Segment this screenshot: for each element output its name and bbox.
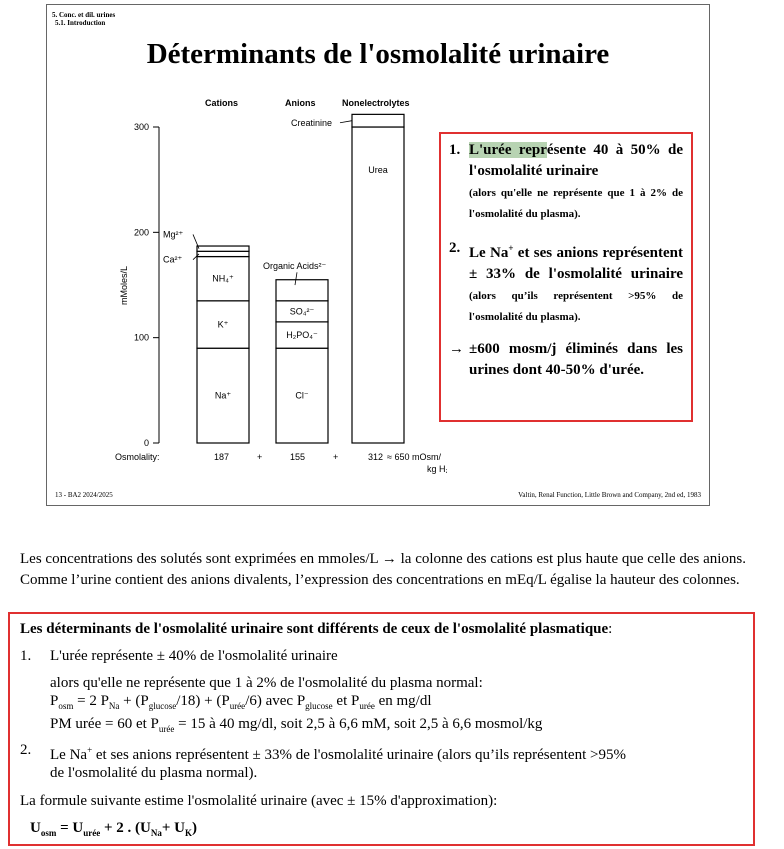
col-header-cations: Cations bbox=[205, 98, 238, 108]
slide-title: Déterminants de l'osmolalité urinaire bbox=[146, 38, 610, 70]
leader-line bbox=[192, 234, 200, 249]
summary-callout: 1. L'urée représente 40 à 50% de l'osmol… bbox=[439, 132, 693, 422]
callout-item-2: 2. Le Na+ et ses anions représentent ± 3… bbox=[449, 238, 683, 327]
highlighted-text: L'urée repr bbox=[469, 142, 547, 158]
bar-segment bbox=[351, 113, 405, 128]
col-header-nonelectrolytes: Nonelectrolytes bbox=[342, 98, 410, 108]
osmolality-cations: 187 bbox=[214, 452, 229, 462]
segment-label: Ca²⁺ bbox=[163, 255, 183, 265]
box-num-1: 1. bbox=[20, 648, 32, 664]
bar-segment bbox=[196, 245, 250, 252]
callout-item1-text: ésente 40 à 50% de l'osmolalité urinaire bbox=[469, 142, 683, 179]
segment-label: K⁺ bbox=[218, 320, 229, 330]
uosm-formula: Uosm = Uurée + 2 . (UNa+ UK) bbox=[30, 820, 198, 838]
segment-label: H₂PO₄⁻ bbox=[286, 330, 318, 340]
bar-segment bbox=[196, 300, 250, 349]
callout-conclusion-text: ±600 mosm/j éliminés dans les urines don… bbox=[469, 341, 683, 378]
osmolality-nonelectrolytes: 312 bbox=[368, 452, 383, 462]
y-tick-label: 100 bbox=[134, 333, 149, 343]
total-osmolality: ≈ 650 mOsm/ bbox=[387, 452, 441, 462]
bar-segment bbox=[275, 321, 329, 349]
segment-label: Urea bbox=[368, 165, 388, 175]
box-line-6: de l'osmolalité du plasma normal). bbox=[50, 765, 258, 781]
bar-segment bbox=[196, 250, 250, 258]
y-tick-label: 0 bbox=[144, 438, 149, 448]
bar-segment bbox=[275, 279, 329, 302]
callout-item2-note: (alors qu’ils représentent >95% de l'osm… bbox=[469, 290, 683, 323]
bar-segment bbox=[196, 255, 250, 302]
leader-line bbox=[339, 120, 353, 124]
box-item-2: 2. Le Na+ et ses anions représentent ± 3… bbox=[20, 742, 626, 763]
callout-item2-a: Le Na bbox=[469, 245, 509, 261]
callout-num-2: 2. bbox=[449, 240, 461, 256]
osmolality-chart: Cations Anions Nonelectrolytes 0 100 200 30… bbox=[115, 98, 447, 474]
explanation-paragraph: Les concentrations des solutés sont expr… bbox=[20, 551, 746, 588]
segment-label: NH₄⁺ bbox=[212, 274, 234, 284]
leader-line bbox=[192, 253, 200, 261]
bar-segment bbox=[351, 126, 405, 444]
box-item-1: 1. L'urée représente ± 40% de l'osmolali… bbox=[20, 647, 338, 665]
slide-footer-left: 13 - BA2 2024/2025 bbox=[55, 491, 113, 499]
box-heading: Les déterminants de l'osmolalité urinair… bbox=[20, 620, 612, 638]
callout-conclusion: → ±600 mosm/j éliminés dans les urines d… bbox=[449, 339, 683, 381]
slide-footer-right: Valtin, Renal Function, Little Brown and… bbox=[518, 491, 701, 499]
plus-2: + bbox=[333, 452, 338, 462]
slide: 5. Conc. et dil. urines 5.1. Introductio… bbox=[46, 4, 710, 506]
osmolality-label: Osmolality: bbox=[115, 452, 160, 462]
summary-box: Les déterminants de l'osmolalité urinair… bbox=[8, 612, 755, 846]
plus-1: + bbox=[257, 452, 262, 462]
callout-num-1: 1. bbox=[449, 142, 461, 158]
box-item2-a: Le Na bbox=[50, 747, 88, 763]
col-header-anions: Anions bbox=[285, 98, 316, 108]
osmolality-anions: 155 bbox=[290, 452, 305, 462]
arrow-icon: → bbox=[449, 341, 464, 357]
leader-line bbox=[294, 272, 298, 286]
box-num-2: 2. bbox=[20, 742, 32, 758]
y-axis-label: mMoles/L bbox=[119, 266, 129, 305]
bar-segment bbox=[275, 347, 329, 444]
box-item1-text: L'urée représente ± 40% de l'osmolalité … bbox=[50, 648, 338, 664]
y-tick-label: 200 bbox=[134, 227, 149, 237]
pm-uree-line: PM urée = 60 et Purée = 15 à 40 mg/dl, s… bbox=[50, 716, 543, 734]
segment-label: Cl⁻ bbox=[295, 391, 308, 401]
organic-acids-label: Organic Acids²⁻ bbox=[263, 261, 327, 271]
callout-item1-note: (alors qu'elle ne représente que 1 à 2% … bbox=[469, 187, 683, 220]
unit-line2: kg H₂O bbox=[427, 464, 447, 474]
posm-formula: Posm = 2 PNa + (Pglucose/18) + (Purée/6)… bbox=[50, 693, 432, 711]
y-tick-label: 300 bbox=[134, 122, 149, 132]
segment-label: Mg²⁺ bbox=[163, 229, 183, 239]
creatinine-label: Creatinine bbox=[291, 118, 332, 128]
callout-item2-b: et ses anions représentent ± 33% de l'os… bbox=[469, 245, 683, 282]
section-label: 5. Conc. et dil. urines bbox=[52, 11, 116, 19]
box-heading-colon: : bbox=[608, 621, 613, 637]
callout-item2-sup: + bbox=[508, 243, 514, 253]
box-line-2: alors qu'elle ne représente que 1 à 2% d… bbox=[50, 675, 483, 691]
callout-item-1: 1. L'urée représente 40 à 50% de l'osmol… bbox=[449, 140, 683, 224]
box-line-7: La formule suivante estime l'osmolalité … bbox=[20, 793, 498, 809]
segment-label: Na⁺ bbox=[215, 391, 232, 401]
box-item2-b: et ses anions représentent ± 33% de l'os… bbox=[92, 747, 626, 763]
subsection-label: 5.1. Introduction bbox=[55, 19, 106, 27]
box-heading-text: Les déterminants de l'osmolalité urinair… bbox=[20, 621, 609, 637]
segment-label: SO₄²⁻ bbox=[290, 306, 315, 316]
